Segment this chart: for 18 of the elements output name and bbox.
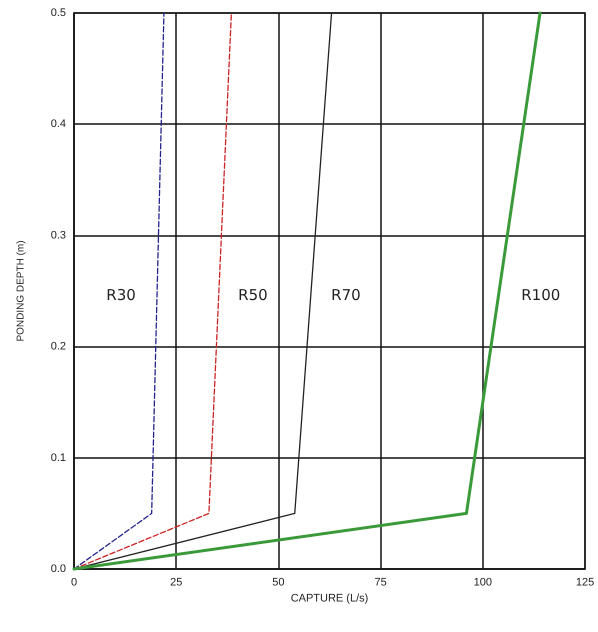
x-tick-label: 25 <box>170 576 182 588</box>
y-axis-title: PONDING DEPTH (m) <box>16 240 26 342</box>
y-tick-label: 0.1 <box>50 452 66 464</box>
series-label: R70 <box>331 286 361 304</box>
series-label: R50 <box>238 286 268 304</box>
series-label: R100 <box>521 286 560 304</box>
x-tick-label: 50 <box>272 576 285 588</box>
y-tick-label: 0.4 <box>50 118 66 130</box>
series-label: R30 <box>106 286 136 304</box>
x-tick-label: 100 <box>474 576 492 588</box>
x-tick-label: 125 <box>576 576 594 588</box>
x-axis-title: CAPTURE (L/s) <box>290 592 368 604</box>
y-tick-label: 0.5 <box>50 7 66 19</box>
y-tick-label: 0.3 <box>50 229 66 242</box>
y-tick-label: 0.2 <box>50 340 66 353</box>
x-tick-label: 75 <box>374 576 387 588</box>
x-tick-label: 0 <box>70 576 78 588</box>
y-tick-label: 0.0 <box>50 563 66 575</box>
